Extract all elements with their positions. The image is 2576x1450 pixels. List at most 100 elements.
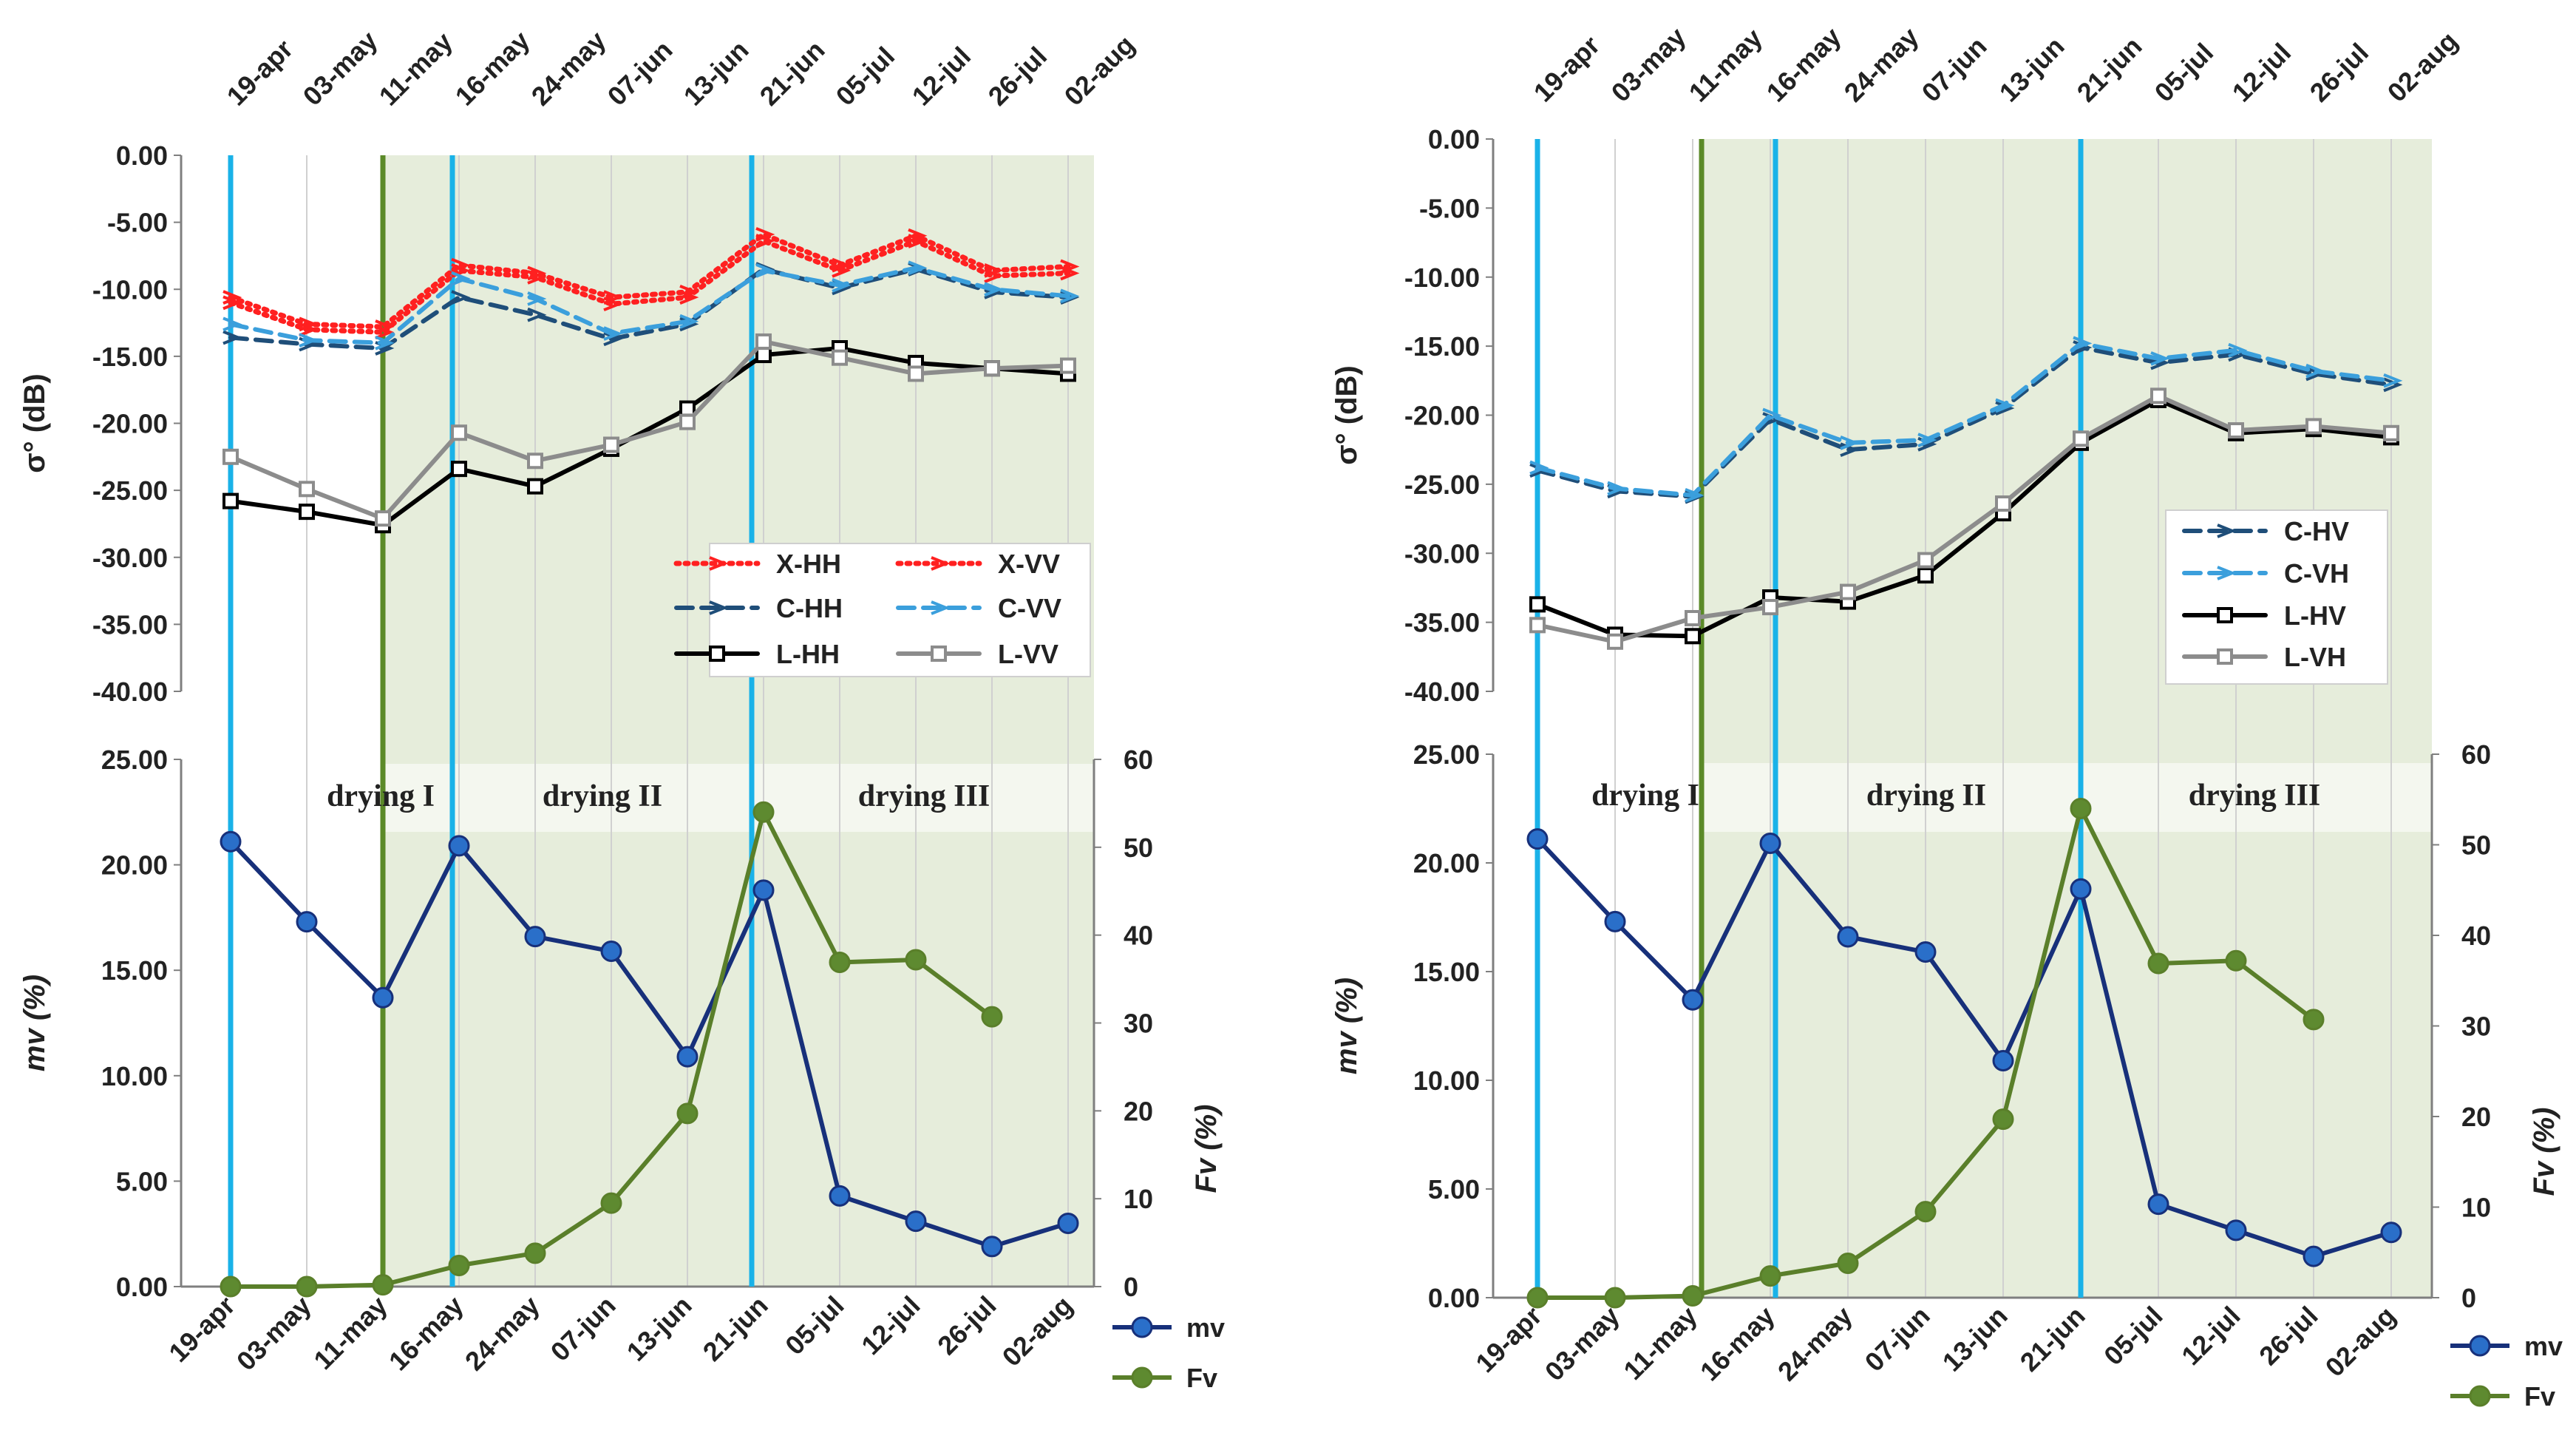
data-point xyxy=(222,316,242,332)
legend-item-L-VV: L-VV xyxy=(896,639,1058,669)
data-point xyxy=(451,271,471,286)
data-point xyxy=(832,257,852,273)
x-tick-label: 19-apr xyxy=(163,1290,240,1368)
legend-marker xyxy=(2469,1385,2491,1407)
y-axis-label-upper: σ° (dB) xyxy=(18,373,51,472)
data-point xyxy=(829,1185,851,1207)
x-tick-label: 26-jul xyxy=(931,1290,1002,1361)
top-date-label: 05-jul xyxy=(2149,37,2219,107)
y-tick-label: 10.00 xyxy=(1413,1066,1480,1096)
phase-band xyxy=(1493,763,2432,832)
series-line xyxy=(1535,397,2393,639)
y-tick-label: 20.00 xyxy=(1413,848,1480,878)
y2-tick-label: 40 xyxy=(1124,921,1153,951)
data-point xyxy=(375,319,395,334)
data-point xyxy=(451,461,467,478)
data-point xyxy=(600,941,622,963)
y-tick-label: -5.00 xyxy=(1419,193,1480,223)
series-line xyxy=(228,346,1070,528)
x-tick-label: 13-jun xyxy=(621,1290,698,1367)
data-point xyxy=(1060,259,1080,274)
data-point xyxy=(905,1210,927,1233)
x-tick-label: 19-apr xyxy=(1469,1301,1547,1378)
legend-label: Fv xyxy=(1186,1363,1217,1393)
data-point xyxy=(1995,398,2015,413)
data-point xyxy=(1604,1287,1626,1309)
data-point xyxy=(296,1275,318,1298)
data-point xyxy=(755,347,772,364)
series-line xyxy=(228,840,1069,1249)
data-point xyxy=(981,1006,1003,1028)
data-point xyxy=(908,365,924,382)
data-point xyxy=(1529,617,1546,634)
legend-item-X-HH: X-HH xyxy=(673,549,841,579)
data-point xyxy=(2383,373,2403,388)
y-tick-label: 15.00 xyxy=(101,955,168,986)
x-tick-label: 03-may xyxy=(231,1290,317,1377)
top-date-label: 03-may xyxy=(297,25,384,112)
legend-item-C-VV: C-VV xyxy=(896,593,1061,623)
data-point xyxy=(755,333,772,350)
data-point xyxy=(2383,424,2399,441)
x-tick-label: 03-may xyxy=(1539,1301,1625,1387)
data-point xyxy=(2150,387,2167,404)
series-X-VV xyxy=(222,227,1080,334)
top-date-label: 13-jun xyxy=(678,35,755,112)
legend-label: L-VH xyxy=(2284,642,2346,672)
data-point xyxy=(1914,1201,1937,1223)
data-point xyxy=(1992,1050,2014,1072)
data-point xyxy=(2217,566,2237,580)
series-Fv xyxy=(1526,798,2325,1309)
shaded-region xyxy=(383,691,1094,759)
data-point xyxy=(451,257,471,273)
y-tick-label: 10.00 xyxy=(101,1061,168,1091)
x-tick-label: 02-aug xyxy=(2320,1301,2402,1383)
y2-tick-label: 60 xyxy=(2461,739,2491,770)
y-tick-label: 0.00 xyxy=(1428,1283,1480,1313)
y2-tick-label: 20 xyxy=(2461,1102,2491,1132)
y-tick-label: -15.00 xyxy=(1404,331,1480,362)
x-tick-label: 12-jul xyxy=(2175,1301,2246,1371)
top-date-label: 16-may xyxy=(449,25,536,112)
series-line xyxy=(228,339,1070,521)
phase-band xyxy=(181,764,1094,832)
top-date-label: 21-jun xyxy=(754,35,831,112)
data-point xyxy=(1607,481,1627,496)
series-L-VH xyxy=(1529,387,2399,650)
y-tick-label: -25.00 xyxy=(1404,470,1480,500)
y2-tick-label: 10 xyxy=(1124,1184,1153,1214)
data-point xyxy=(527,478,543,495)
data-point xyxy=(676,1102,699,1125)
data-point xyxy=(931,600,951,615)
y-tick-label: 25.00 xyxy=(101,745,168,775)
data-point xyxy=(1840,435,1860,450)
shaded-region xyxy=(1702,691,2432,754)
data-point xyxy=(1685,610,1701,627)
series-C-VV xyxy=(222,260,1080,350)
legend-item-C-HV: C-HV xyxy=(2182,516,2349,546)
data-point xyxy=(709,556,729,571)
series-line xyxy=(1535,341,2393,498)
data-point xyxy=(527,291,547,306)
data-point xyxy=(1917,552,1934,569)
legend-marker xyxy=(1131,1316,1153,1338)
data-point xyxy=(984,360,1000,377)
data-point xyxy=(676,1046,699,1068)
legend-item-X-VV: X-VV xyxy=(895,549,1060,579)
y-tick-label: 25.00 xyxy=(1413,739,1480,770)
y-tick-label: -40.00 xyxy=(92,677,168,707)
y2-tick-label: 60 xyxy=(1124,745,1153,775)
data-point xyxy=(1060,288,1080,304)
x-tick-label: 24-may xyxy=(459,1290,546,1377)
data-point xyxy=(2147,952,2169,975)
x-tick-label: 11-may xyxy=(307,1290,392,1375)
y2-axis-label: Fv (%) xyxy=(2528,1108,2560,1196)
top-date-label: 26-jul xyxy=(982,41,1053,111)
data-point xyxy=(1685,628,1701,645)
data-point xyxy=(220,830,242,853)
legend-label: C-HV xyxy=(2284,516,2349,546)
data-point xyxy=(2073,430,2089,447)
series-line xyxy=(1535,393,2393,644)
x-tick-label: 21-jun xyxy=(2014,1301,2091,1378)
